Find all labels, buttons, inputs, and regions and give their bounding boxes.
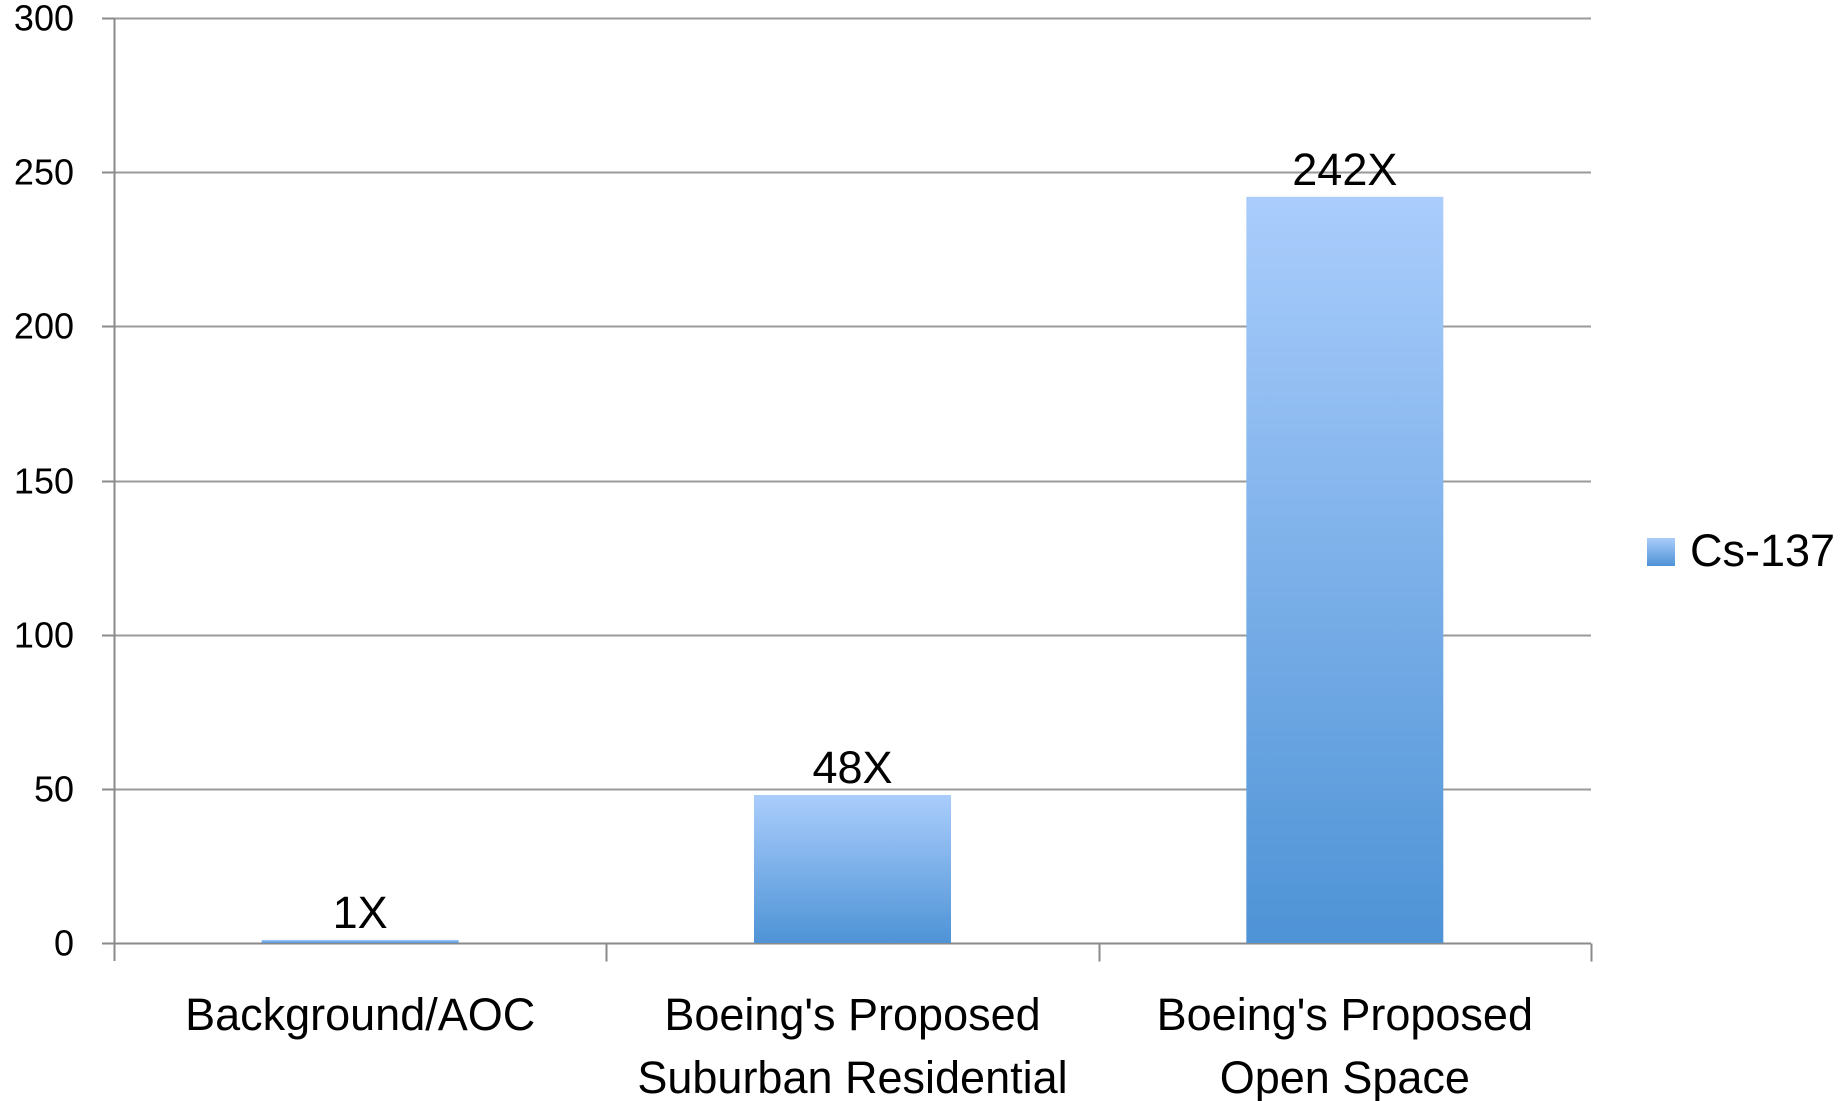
axes — [102, 17, 1593, 962]
y-tick-label: 250 — [14, 152, 74, 193]
legend: Cs-137 — [1647, 525, 1835, 576]
y-tick-label: 0 — [54, 923, 74, 964]
category-label: Boeing's Proposed — [1157, 989, 1533, 1040]
bar — [261, 939, 459, 943]
data-label: 1X — [333, 887, 388, 938]
category-label: Boeing's Proposed — [664, 989, 1040, 1040]
category-label: Open Space — [1220, 1052, 1470, 1101]
y-tick-label: 50 — [34, 769, 74, 810]
y-tick-label: 100 — [14, 615, 74, 656]
legend-swatch — [1647, 538, 1675, 566]
legend-label: Cs-137 — [1690, 525, 1835, 576]
data-label: 48X — [812, 742, 892, 793]
y-tick-label: 300 — [14, 0, 74, 39]
category-label: Background/AOC — [185, 989, 535, 1040]
bars — [261, 196, 1444, 944]
labels: 0 50 100 150 200 250 300 1X Background/AOC 48X Boe… — [14, 0, 1533, 1101]
category-label: Suburban Residential — [637, 1052, 1067, 1101]
bar — [754, 795, 951, 943]
y-tick-label: 200 — [14, 306, 74, 347]
bar — [1246, 196, 1444, 944]
y-tick-label: 150 — [14, 461, 74, 502]
data-label: 242X — [1292, 144, 1397, 195]
